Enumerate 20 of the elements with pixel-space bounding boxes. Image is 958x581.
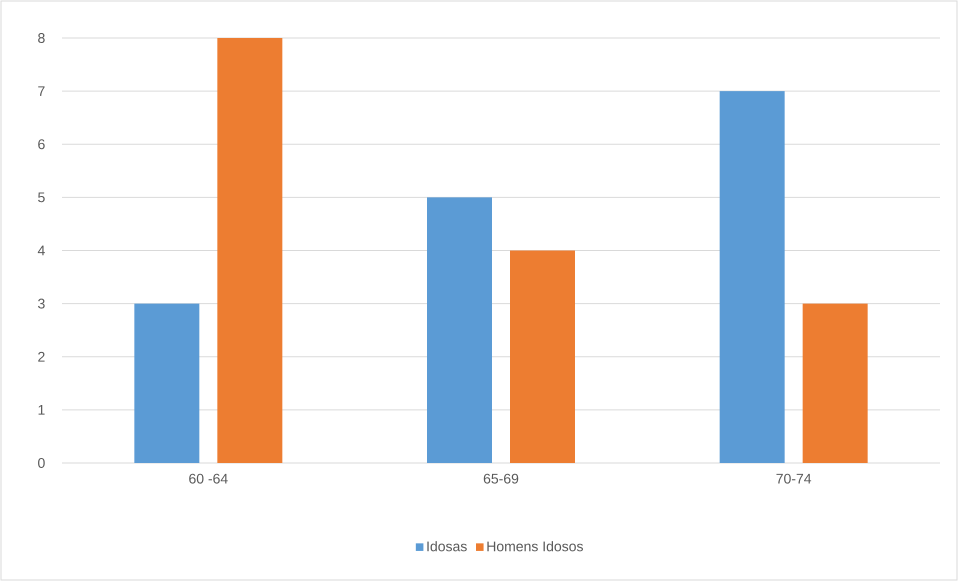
bar [510,250,575,463]
legend-label: Homens Idosos [487,541,583,552]
y-tick-label: 2 [38,352,45,362]
bar [217,38,282,463]
y-tick-label: 4 [38,246,45,256]
y-tick-label: 6 [38,139,45,150]
y-tick-label: 7 [38,86,45,96]
bar [802,304,868,463]
x-tick-label: 65-69 [484,474,518,484]
bar [720,91,785,463]
y-tick-label: 0 [38,458,45,468]
bar [427,197,492,463]
legend-label: Idosas [427,541,467,552]
y-tick-label: 5 [38,192,45,202]
bar [134,304,200,463]
x-tick-label: 70-74 [776,474,812,484]
x-tick-label: 60 -64 [189,474,228,484]
y-tick-label: 3 [38,298,45,309]
y-tick-label: 1 [38,405,45,415]
y-tick-label: 8 [38,33,45,43]
